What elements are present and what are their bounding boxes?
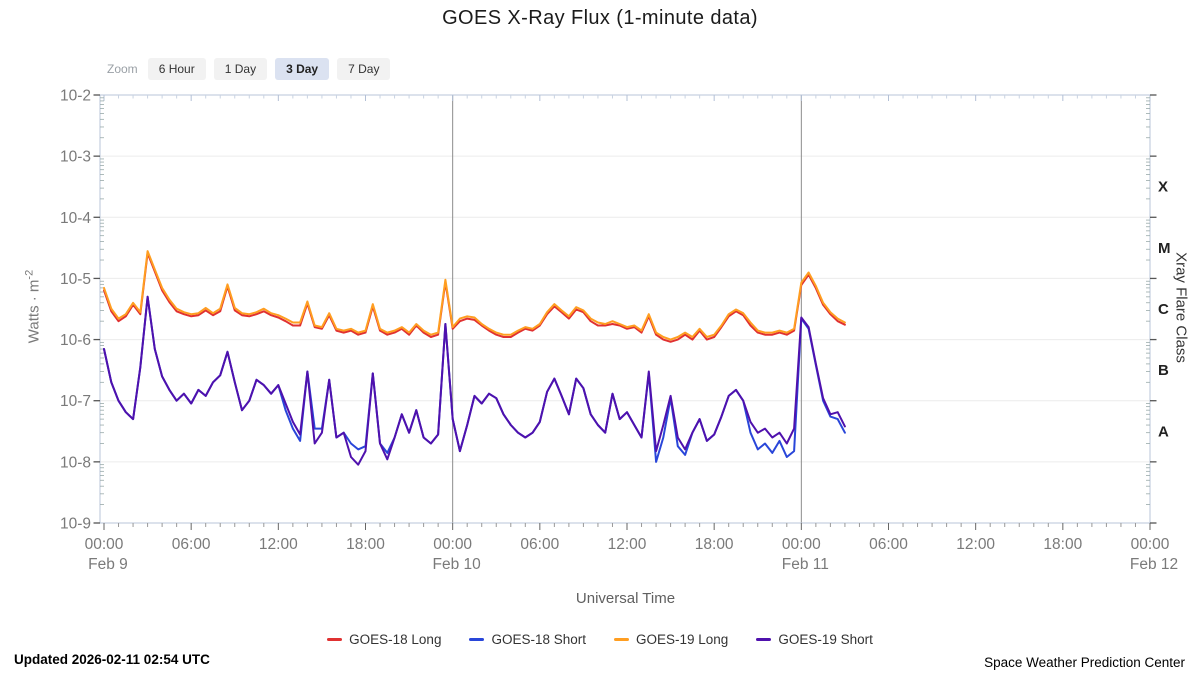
page-title: GOES X-Ray Flux (1-minute data) — [442, 7, 758, 29]
x-date-label: Feb 10 — [433, 556, 482, 573]
legend-item-goes19-long[interactable]: GOES-19 Long — [614, 632, 728, 647]
x-date-label: Feb 12 — [1130, 556, 1178, 573]
x-tick-label: 06:00 — [520, 536, 559, 553]
x-tick-label: 12:00 — [259, 536, 298, 553]
y-axis-title: Watts · m-2 — [23, 269, 43, 344]
x-tick-label: 12:00 — [608, 536, 647, 553]
x-tick-label: 12:00 — [956, 536, 995, 553]
x-tick-label: 00:00 — [1131, 536, 1170, 553]
right-axis-title: Xray Flare Class — [1172, 252, 1190, 363]
y-tick-label: 10-6 — [60, 332, 91, 349]
x-tick-label: 18:00 — [695, 536, 734, 553]
y-tick-label: 10-4 — [60, 210, 91, 227]
y-tick-label: 10-2 — [60, 88, 91, 105]
y-tick-label: 10-3 — [60, 149, 91, 166]
zoom-controls-label: Zoom — [107, 62, 138, 76]
zoom-3day-button[interactable]: 3 Day — [275, 58, 330, 80]
series-line-goes-19-short — [103, 295, 846, 466]
flare-class-label: B — [1158, 362, 1169, 379]
x-tick-label: 00:00 — [433, 536, 472, 553]
x-date-label: Feb 11 — [782, 556, 829, 573]
x-tick-label: 00:00 — [85, 536, 124, 553]
legend-item-goes18-long[interactable]: GOES-18 Long — [327, 632, 441, 647]
y-tick-label: 10-9 — [60, 516, 91, 533]
legend-swatch-icon — [469, 638, 485, 641]
legend-swatch-icon — [756, 638, 772, 641]
legend-swatch-icon — [327, 638, 343, 641]
x-tick-label: 00:00 — [782, 536, 821, 553]
zoom-1day-button[interactable]: 1 Day — [213, 58, 268, 80]
x-tick-label: 18:00 — [346, 536, 385, 553]
x-tick-label: 06:00 — [172, 536, 211, 553]
y-tick-label: 10-8 — [60, 454, 91, 471]
chart-legend: GOES-18 Long GOES-18 Short GOES-19 Long … — [0, 632, 1200, 647]
flare-class-label: C — [1158, 301, 1169, 318]
flare-class-label: M — [1158, 240, 1171, 257]
x-tick-label: 06:00 — [869, 536, 908, 553]
legend-swatch-icon — [614, 638, 629, 641]
x-date-label: Feb 9 — [88, 556, 128, 573]
legend-item-goes18-short[interactable]: GOES-18 Short — [469, 632, 586, 647]
zoom-7day-button[interactable]: 7 Day — [337, 58, 391, 80]
y-tick-label: 10-7 — [60, 393, 91, 410]
zoom-controls: Zoom 6 Hour 1 Day 3 Day 7 Day — [107, 58, 391, 80]
y-tick-label: 10-5 — [60, 271, 91, 288]
updated-timestamp: Updated 2026-02-11 02:54 UTC — [14, 652, 210, 667]
flare-class-label: A — [1158, 423, 1169, 440]
flare-class-label: X — [1158, 179, 1168, 196]
series-line-goes-18-long — [103, 252, 846, 343]
series-line-goes-19-long — [103, 250, 846, 341]
plot-frame — [99, 94, 1151, 524]
source-credit: Space Weather Prediction Center — [984, 655, 1185, 670]
x-tick-label: 18:00 — [1043, 536, 1082, 553]
legend-item-goes19-short[interactable]: GOES-19 Short — [756, 632, 873, 647]
x-axis-title: Universal Time — [575, 590, 676, 607]
zoom-6hour-button[interactable]: 6 Hour — [147, 58, 206, 80]
